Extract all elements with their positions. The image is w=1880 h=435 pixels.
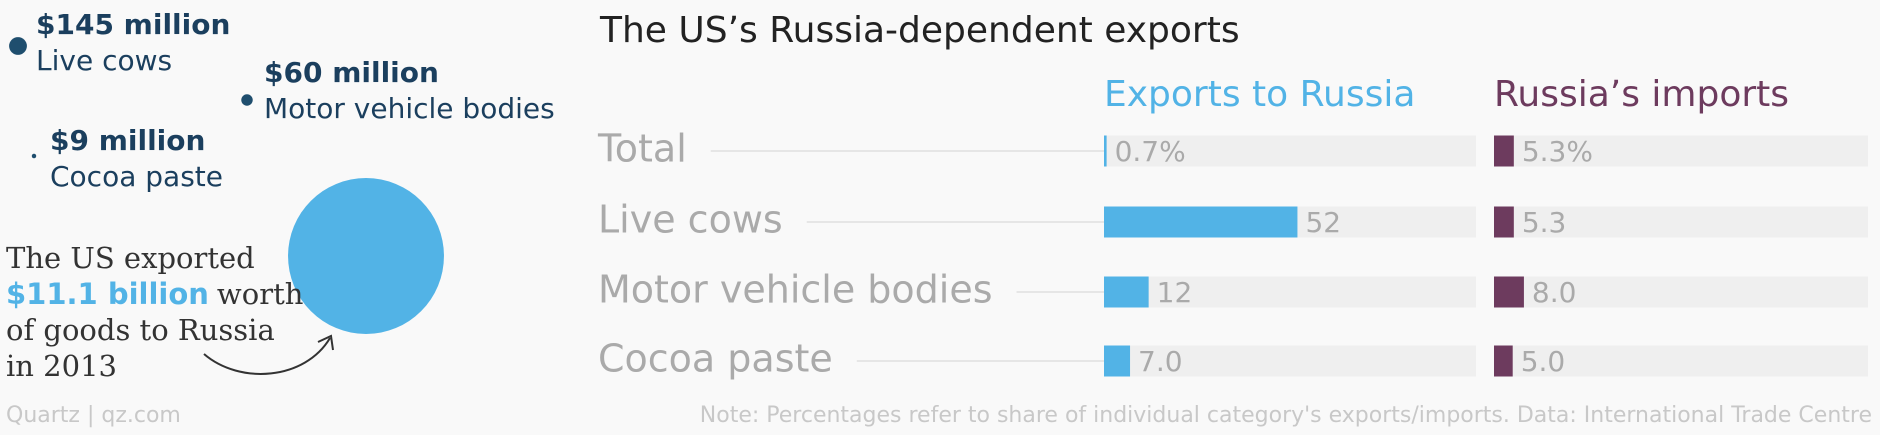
annotation-line: of goods to Russia — [6, 313, 275, 347]
value-label: 0.7% — [1115, 135, 1186, 168]
category-label: Cocoa paste — [598, 337, 833, 381]
bubble-value-label: $145 million — [36, 8, 230, 41]
bubble-name: Live cows — [36, 44, 172, 77]
category-label: Total — [597, 127, 687, 171]
bubble-name: Cocoa paste — [50, 160, 223, 193]
total-bubble — [288, 178, 444, 334]
bar-track — [1104, 276, 1476, 308]
value-label: 7.0 — [1138, 345, 1183, 378]
bubble — [9, 37, 27, 55]
bar — [1104, 206, 1298, 238]
annotation-text: worth — [217, 277, 303, 311]
annotation-highlight: $11.1 billion — [6, 277, 209, 311]
bar — [1104, 345, 1131, 377]
legend-label: Russia’s imports — [1494, 74, 1789, 115]
category-label: Live cows — [598, 198, 783, 242]
bubble — [31, 153, 37, 159]
bar-track — [1104, 135, 1476, 167]
footer-source: Quartz | qz.com — [6, 403, 181, 428]
bar — [1104, 135, 1107, 167]
category-label: Motor vehicle bodies — [598, 268, 993, 312]
bar-track — [1494, 276, 1868, 308]
annotation-arrow — [203, 337, 331, 375]
legend-label: Exports to Russia — [1104, 74, 1415, 115]
bar — [1104, 276, 1149, 308]
bar — [1494, 276, 1524, 308]
value-label: 5.3 — [1522, 206, 1567, 239]
annotation-line: The US exported — [6, 241, 255, 275]
value-label: 5.0 — [1521, 345, 1566, 378]
bar-track — [1494, 135, 1868, 167]
bar-track — [1104, 345, 1476, 377]
chart-title: The US’s Russia-dependent exports — [599, 10, 1240, 51]
bubble — [241, 94, 253, 106]
value-label: 12 — [1157, 276, 1193, 309]
bar — [1494, 345, 1513, 377]
bubble-value-label: $60 million — [264, 56, 439, 89]
bar — [1494, 206, 1514, 238]
bubble-value-label: $9 million — [50, 124, 205, 157]
arrow-head — [317, 334, 334, 351]
value-label: 8.0 — [1532, 276, 1577, 309]
annotation-line: in 2013 — [6, 349, 117, 383]
annotation-line: $11.1 billion worth — [6, 277, 303, 311]
bubble-name: Motor vehicle bodies — [264, 92, 555, 125]
bar-track — [1494, 345, 1868, 377]
bar-track — [1494, 206, 1868, 238]
value-label: 52 — [1305, 206, 1341, 239]
bar — [1494, 135, 1514, 167]
footer-note: Note: Percentages refer to share of indi… — [700, 403, 1872, 428]
value-label: 5.3% — [1522, 135, 1593, 168]
